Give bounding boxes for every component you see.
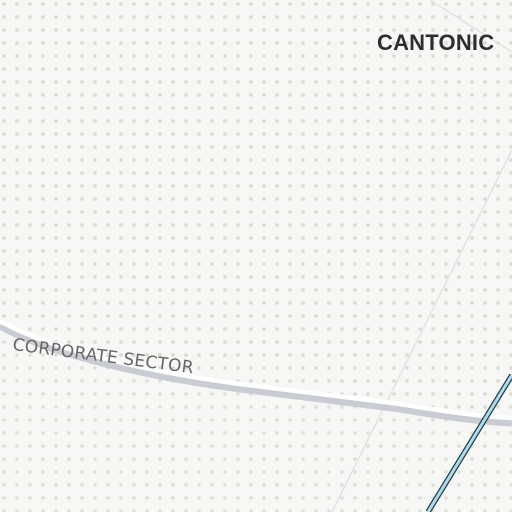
upper-sector-area [0, 0, 512, 418]
sector-boundary-road [0, 319, 512, 421]
lower-sector-area [0, 330, 512, 512]
grid-line [429, 0, 512, 53]
district-label: CANTONIC [377, 30, 495, 55]
grid-line [331, 149, 512, 512]
transit-line [426, 374, 512, 512]
sector-boundary-shadow [0, 322, 512, 427]
